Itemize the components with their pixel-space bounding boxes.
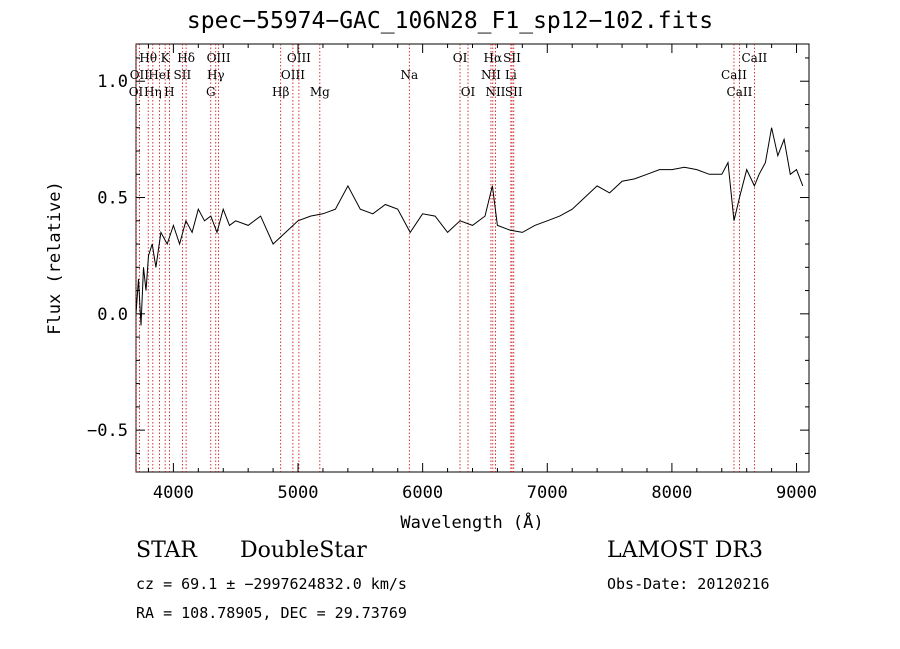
line-label: Mg xyxy=(310,85,330,99)
line-label: CaII xyxy=(721,68,747,82)
line-label: G xyxy=(206,85,216,99)
line-label: Hγ xyxy=(207,68,225,82)
object-class: STAR xyxy=(136,538,197,563)
line-label: CaII xyxy=(741,51,767,65)
chart-title: spec−55974−GAC_106N28_F1_sp12−102.fits xyxy=(186,8,714,34)
line-label: HeI xyxy=(148,68,171,82)
line-label: OIII xyxy=(207,51,231,65)
line-label: Hβ xyxy=(272,85,289,99)
object-subclass: DoubleStar xyxy=(240,538,367,563)
x-tick-label: 9000 xyxy=(776,483,817,503)
line-label: OI xyxy=(461,85,476,99)
line-label: OIII xyxy=(281,68,305,82)
line-label: OII xyxy=(130,68,150,82)
line-label: SII xyxy=(505,85,523,99)
spectrum-series xyxy=(135,127,804,326)
plot-frame xyxy=(135,43,810,473)
survey-name: LAMOST DR3 xyxy=(607,538,763,563)
line-label: OIII xyxy=(287,51,311,65)
line-label: Hη xyxy=(144,85,162,99)
y-tick-label: 0.0 xyxy=(97,305,128,325)
spectral-line-markers xyxy=(135,44,755,472)
x-tick-label: 7000 xyxy=(527,483,568,503)
y-tick-label: −0.5 xyxy=(87,421,128,441)
x-tick-label: 4000 xyxy=(153,483,194,503)
line-label: OI xyxy=(453,51,468,65)
line-label: Hα xyxy=(484,51,503,65)
ra-dec: RA = 108.78905, DEC = 29.73769 xyxy=(136,604,407,622)
line-label: Na xyxy=(400,68,418,82)
line-label: Li xyxy=(505,68,517,82)
x-tick-label: 5000 xyxy=(278,483,319,503)
x-tick-label: 8000 xyxy=(651,483,692,503)
line-label: Hθ xyxy=(139,51,157,65)
line-label: H xyxy=(164,85,174,99)
line-label: SII xyxy=(503,51,521,65)
line-label: NII xyxy=(485,85,505,99)
line-label: OI xyxy=(129,85,144,99)
line-label: NII xyxy=(481,68,501,82)
redshift-cz: cz = 69.1 ± −2997624832.0 km/s xyxy=(136,575,407,593)
line-label: Hδ xyxy=(177,51,195,65)
observation-date: Obs-Date: 20120216 xyxy=(607,575,770,593)
x-tick-label: 6000 xyxy=(402,483,443,503)
y-tick-label: 1.0 xyxy=(97,72,128,92)
axes: 4000 5000 6000 7000 8000 9000 −0.5 0.0 0.5 1.0 xyxy=(87,44,817,503)
line-label: SII xyxy=(174,68,192,82)
x-axis-label: Wavelength (Å) xyxy=(400,511,543,533)
line-label: K xyxy=(161,51,171,65)
y-axis-label: Flux (relative) xyxy=(45,181,65,335)
line-label: CaII xyxy=(727,85,753,99)
spectrum-line xyxy=(135,127,804,326)
y-tick-label: 0.5 xyxy=(97,189,128,209)
